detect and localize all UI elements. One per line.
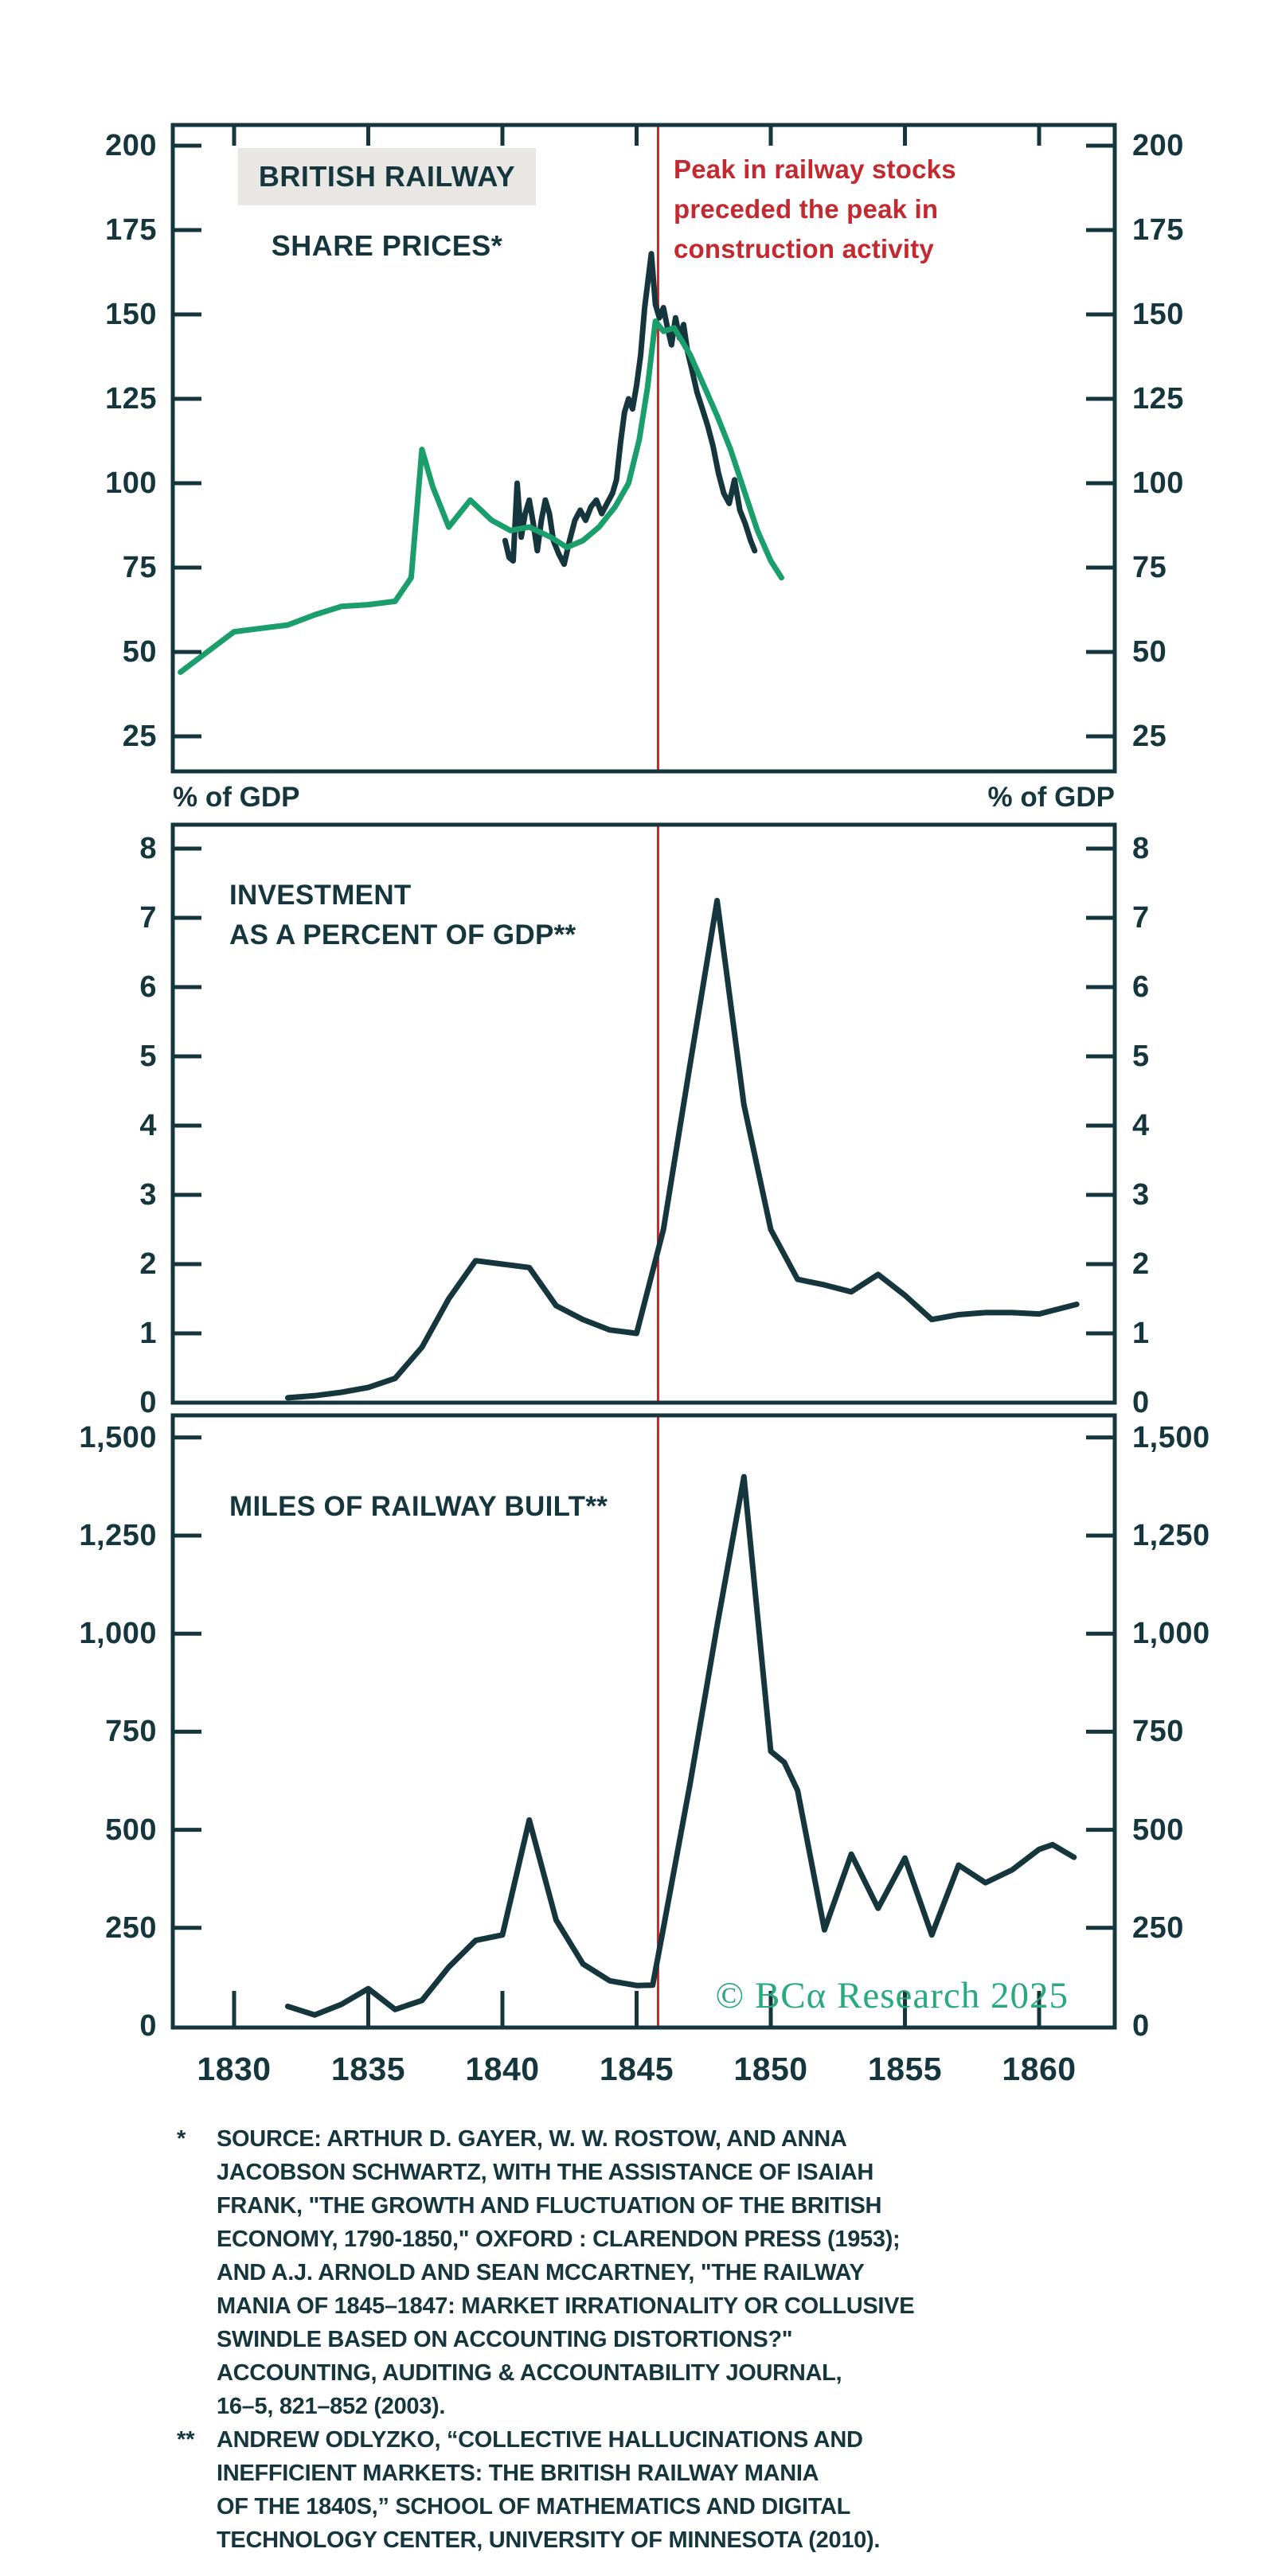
footnotes: * SOURCE: ARTHUR D. GAYER, W. W. ROSTOW, … bbox=[177, 2122, 1164, 2557]
y-tick-label-right: 7 bbox=[1132, 901, 1150, 935]
series-share-price-index-green bbox=[178, 318, 784, 675]
series-share-price-index-dark bbox=[502, 251, 758, 568]
footnote-line: JACOBSON SCHWARTZ, WITH THE ASSISTANCE O… bbox=[217, 2160, 874, 2185]
footnote-marker: ** bbox=[177, 2427, 195, 2453]
y-tick-label-left: 1,500 bbox=[79, 1420, 157, 1454]
y-tick-label-left: 6 bbox=[139, 970, 157, 1004]
panel-border-investment-as-percent-of-gdp bbox=[170, 822, 1117, 1405]
y-tick-label-left: 0 bbox=[139, 1386, 157, 1419]
footnote-line: FRANK, "THE GROWTH AND FLUCTUATION OF TH… bbox=[217, 2193, 882, 2219]
annotation-line-3: construction activity bbox=[674, 234, 934, 263]
x-tick-label: 1860 bbox=[1002, 2051, 1077, 2087]
footnote-line: MANIA OF 1845–1847: MARKET IRRATIONALITY… bbox=[217, 2293, 915, 2319]
y-tick-label-left: 750 bbox=[105, 1715, 157, 1749]
y-tick-label-right: 200 bbox=[1132, 129, 1184, 162]
y-tick-label-right: 75 bbox=[1132, 551, 1167, 584]
footnote-line: ANDREW ODLYZKO, “COLLECTIVE HALLUCINATIO… bbox=[217, 2427, 863, 2453]
y-tick-label-right: 125 bbox=[1132, 382, 1184, 416]
footnote-line: SWINDLE BASED ON ACCOUNTING DISTORTIONS?… bbox=[217, 2327, 793, 2352]
x-tick-label: 1835 bbox=[330, 2051, 406, 2087]
y-tick-label-right: 1,500 bbox=[1132, 1420, 1210, 1454]
annotation-line-1: Peak in railway stocks bbox=[674, 154, 956, 184]
event-annotation: Peak in railway stocks preceded the peak… bbox=[674, 150, 956, 269]
x-tick-label: 1845 bbox=[599, 2051, 674, 2087]
y-tick-label-left: 1 bbox=[139, 1317, 157, 1350]
footnote-line: OF THE 1840S,” SCHOOL OF MATHEMATICS AND… bbox=[217, 2494, 851, 2519]
y-tick-label-left: 2 bbox=[139, 1247, 157, 1281]
y-tick-label-left: 3 bbox=[139, 1178, 157, 1212]
y-tick-label-left: 4 bbox=[139, 1109, 157, 1142]
y-tick-label-right: 1 bbox=[1132, 1317, 1150, 1350]
y-tick-label-right: 0 bbox=[1132, 1386, 1150, 1419]
x-tick-label: 1830 bbox=[197, 2051, 272, 2087]
footnote-line: INEFFICIENT MARKETS: THE BRITISH RAILWAY… bbox=[217, 2461, 819, 2486]
y-tick-label-right: 0 bbox=[1132, 2009, 1150, 2043]
y-tick-label-left: 100 bbox=[105, 466, 157, 500]
panel-border-british-railway-share-prices bbox=[170, 123, 1117, 774]
y-tick-label-left: 25 bbox=[122, 720, 157, 753]
y-tick-label-left: 175 bbox=[105, 213, 157, 247]
footnote-line: ACCOUNTING, AUDITING & ACCOUNTABILITY JO… bbox=[217, 2360, 842, 2386]
y-tick-label-left: 1,000 bbox=[79, 1617, 157, 1651]
y-tick-label-right: 1,000 bbox=[1132, 1617, 1210, 1651]
y-tick-label-right: 750 bbox=[1132, 1715, 1184, 1749]
investment-title-line-1: INVESTMENT bbox=[229, 880, 412, 911]
y-tick-label-right: 250 bbox=[1132, 1911, 1184, 1945]
footnote-line: 16–5, 821–852 (2003). bbox=[217, 2394, 446, 2419]
y-tick-label-right: 8 bbox=[1132, 832, 1150, 865]
y-tick-label-left: 500 bbox=[105, 1813, 157, 1847]
y-tick-label-left: 8 bbox=[139, 832, 157, 865]
y-tick-label-right: 6 bbox=[1132, 970, 1150, 1004]
y-tick-label-right: 4 bbox=[1132, 1109, 1150, 1142]
y-tick-label-left: 200 bbox=[105, 129, 157, 162]
footnote-line: ECONOMY, 1790-1850," OXFORD : CLARENDON … bbox=[217, 2227, 901, 2252]
y-tick-label-left: 250 bbox=[105, 1911, 157, 1945]
footnote-marker: * bbox=[177, 2126, 186, 2152]
x-tick-label: 1850 bbox=[733, 2051, 808, 2087]
x-tick-label: 1840 bbox=[465, 2051, 540, 2087]
footnote-text: ANDREW ODLYZKO, “COLLECTIVE HALLUCINATIO… bbox=[217, 2423, 1164, 2557]
y-tick-label-left: 75 bbox=[122, 551, 157, 584]
footnote-text: SOURCE: ARTHUR D. GAYER, W. W. ROSTOW, A… bbox=[217, 2122, 1164, 2423]
miles-built-title: MILES OF RAILWAY BUILT** bbox=[229, 1491, 608, 1522]
y-tick-label-left: 125 bbox=[105, 382, 157, 416]
x-tick-label: 1855 bbox=[867, 2051, 943, 2087]
y-tick-label-left: 150 bbox=[105, 298, 157, 331]
annotation-line-2: preceded the peak in bbox=[674, 194, 939, 224]
series-investment-percent-of-gdp bbox=[284, 897, 1080, 1401]
y-tick-label-right: 175 bbox=[1132, 213, 1184, 247]
y-tick-label-right: 3 bbox=[1132, 1178, 1150, 1212]
footnote-entry: * SOURCE: ARTHUR D. GAYER, W. W. ROSTOW, … bbox=[177, 2122, 1164, 2423]
y-tick-label-right: 1,250 bbox=[1132, 1519, 1210, 1552]
y-tick-label-right: 50 bbox=[1132, 635, 1167, 669]
pct-gdp-label-right: % of GDP bbox=[987, 782, 1115, 813]
footnote-line: AND A.J. ARNOLD AND SEAN MCCARTNEY, "THE… bbox=[217, 2260, 865, 2285]
series-miles-of-railway-built bbox=[284, 1473, 1077, 2018]
share-prices-title: BRITISH RAILWAY SHARE PRICES* bbox=[234, 148, 540, 263]
y-tick-label-right: 500 bbox=[1132, 1813, 1184, 1847]
investment-title: INVESTMENT AS A PERCENT OF GDP** bbox=[229, 876, 576, 955]
y-tick-label-right: 150 bbox=[1132, 298, 1184, 331]
title-share-prices: SHARE PRICES* bbox=[271, 229, 503, 262]
panel-border-miles-of-railway-built bbox=[170, 1413, 1117, 2030]
pct-gdp-label-left: % of GDP bbox=[173, 782, 300, 813]
footnote-entry: ** ANDREW ODLYZKO, “COLLECTIVE HALLUCINAT… bbox=[177, 2423, 1164, 2557]
y-tick-label-left: 50 bbox=[122, 635, 157, 669]
y-tick-label-right: 2 bbox=[1132, 1247, 1150, 1281]
footnote-line: SOURCE: ARTHUR D. GAYER, W. W. ROSTOW, A… bbox=[217, 2126, 847, 2152]
bca-research-copyright: © BCα Research 2025 bbox=[715, 1975, 1069, 2016]
footnote-line: TECHNOLOGY CENTER, UNIVERSITY OF MINNESO… bbox=[217, 2527, 881, 2553]
y-tick-label-right: 25 bbox=[1132, 720, 1167, 753]
y-tick-label-left: 7 bbox=[139, 901, 157, 935]
investment-title-line-2: AS A PERCENT OF GDP** bbox=[229, 919, 576, 950]
y-tick-label-right: 100 bbox=[1132, 466, 1184, 500]
y-tick-label-left: 5 bbox=[139, 1040, 157, 1073]
y-tick-label-right: 5 bbox=[1132, 1040, 1150, 1073]
y-tick-label-left: 1,250 bbox=[79, 1519, 157, 1552]
y-tick-label-left: 0 bbox=[139, 2009, 157, 2043]
title-british-railway: BRITISH RAILWAY bbox=[237, 148, 537, 205]
